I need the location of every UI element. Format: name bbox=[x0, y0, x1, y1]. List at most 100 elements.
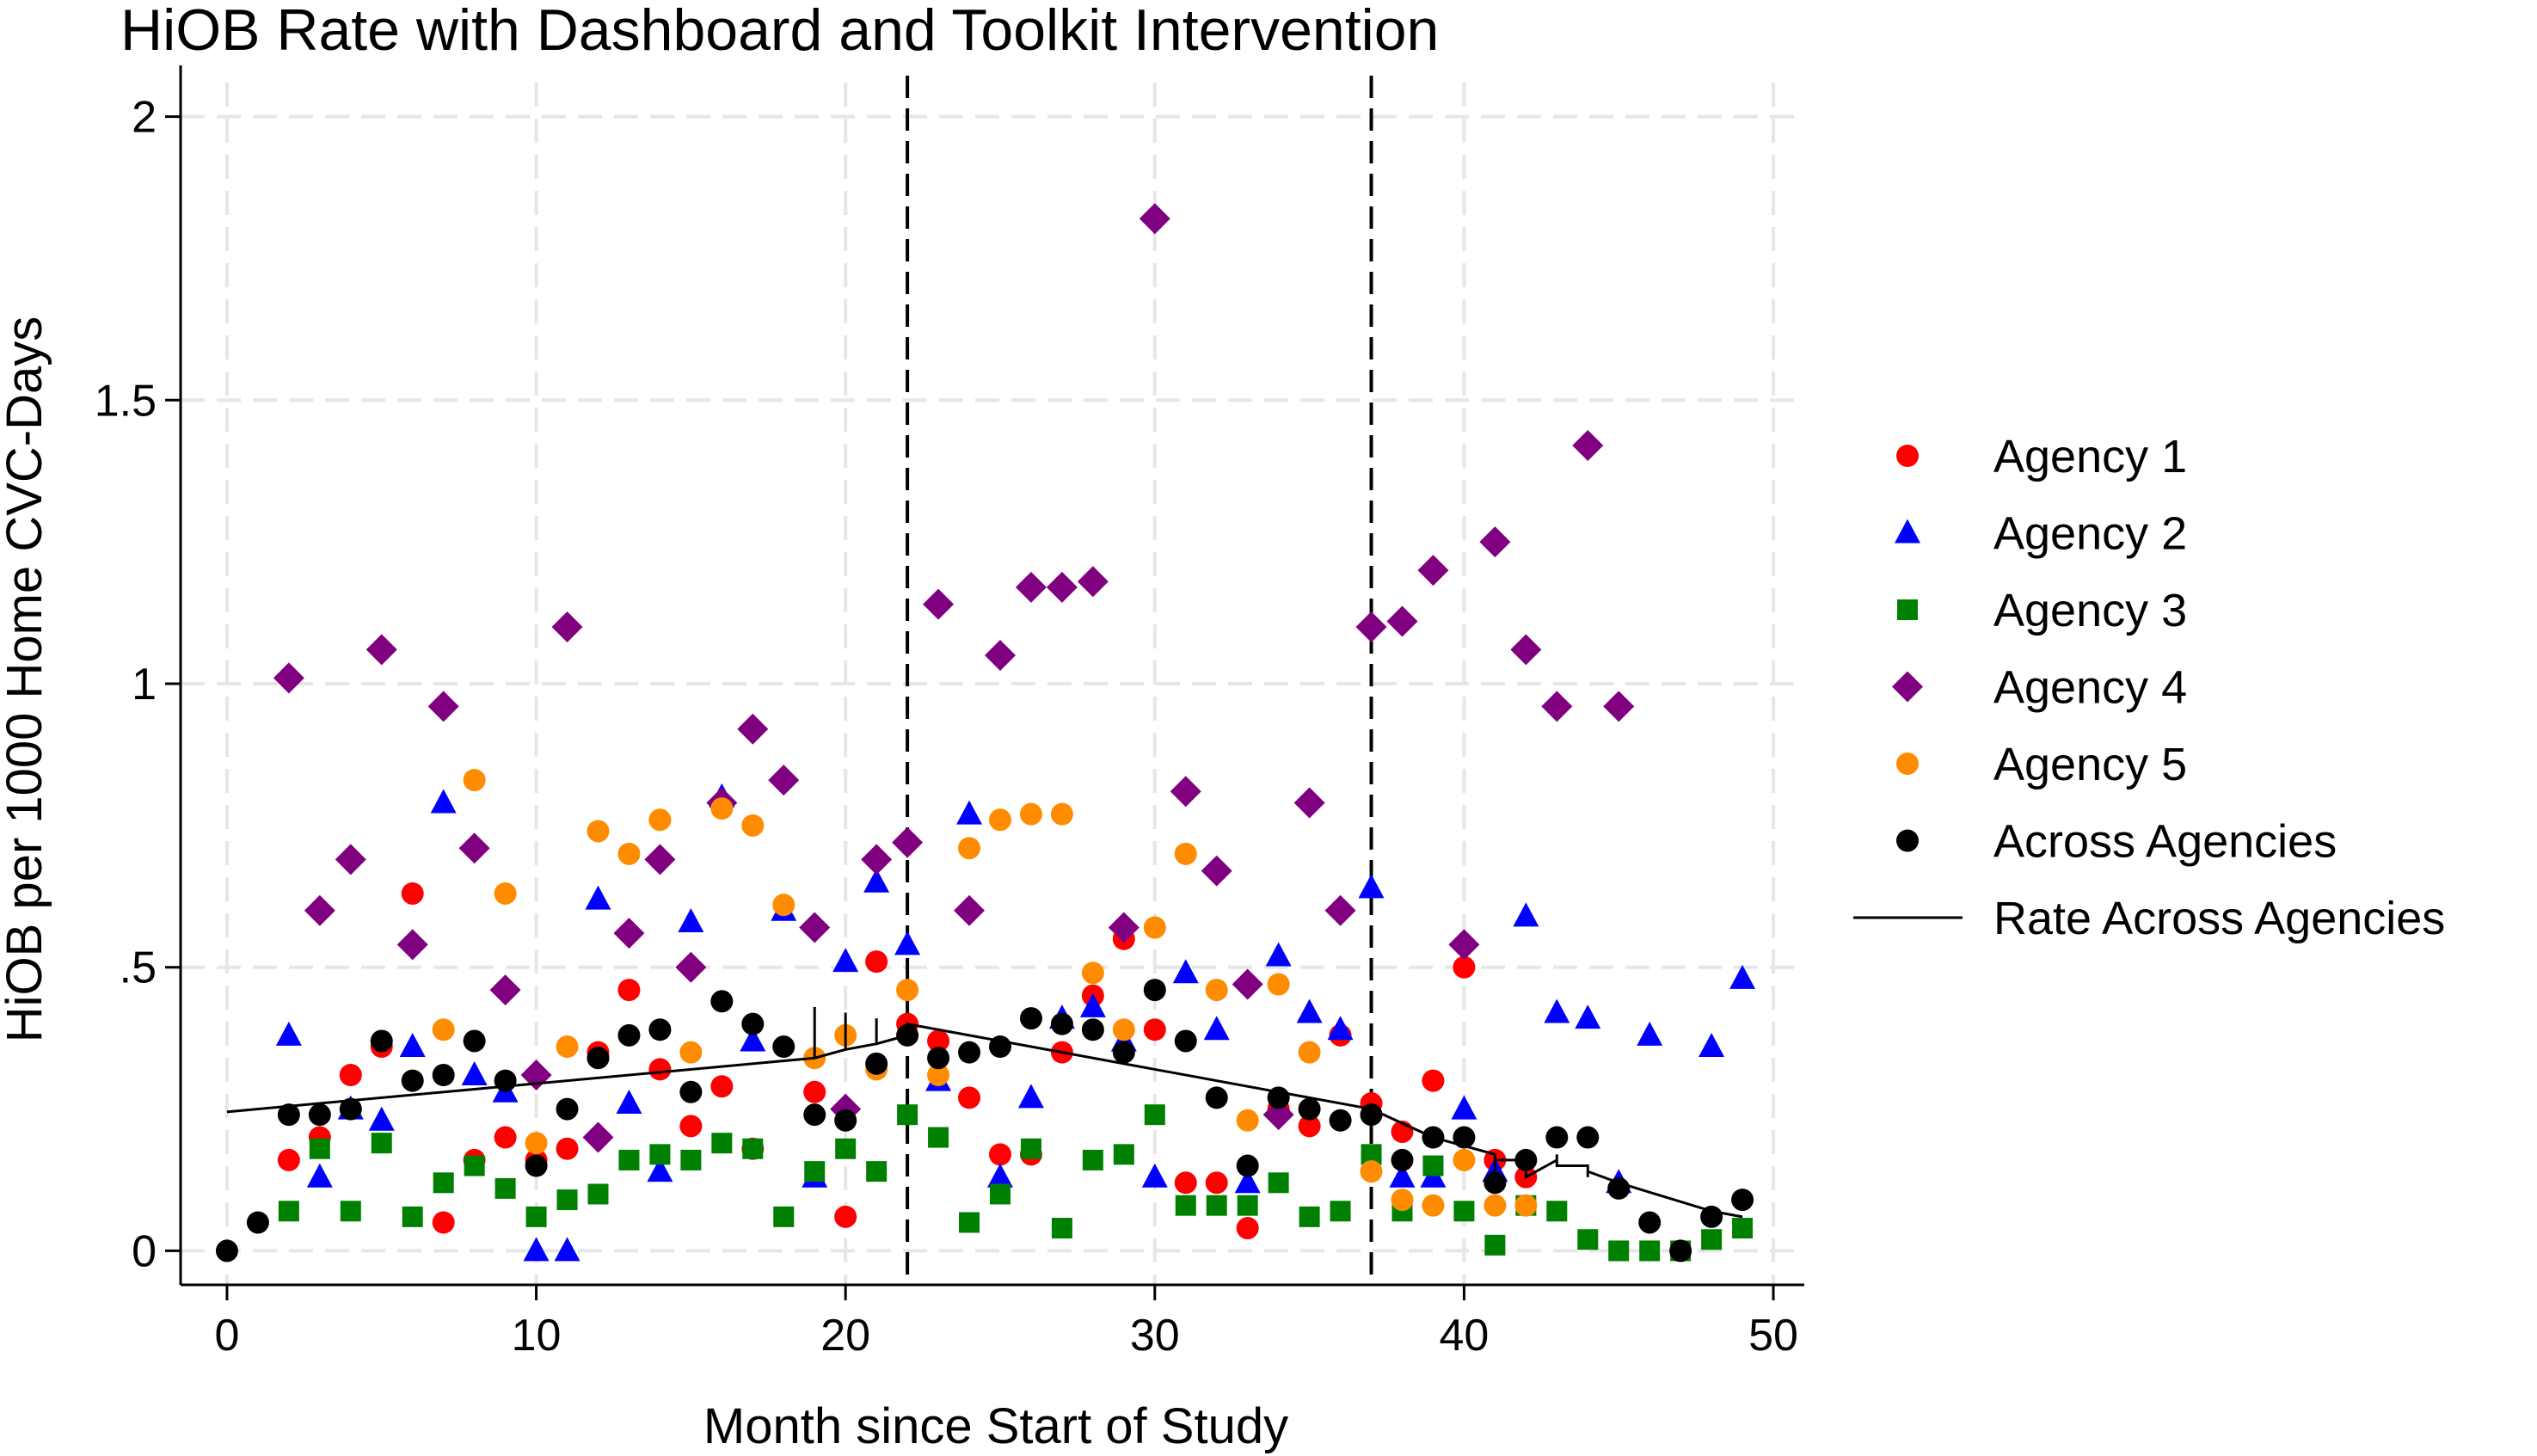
data-point bbox=[1051, 1218, 1072, 1239]
x-tick-label: 50 bbox=[1748, 1311, 1798, 1361]
data-point bbox=[648, 808, 672, 832]
data-point bbox=[1513, 902, 1539, 927]
data-point bbox=[986, 1163, 1013, 1188]
legend: Agency 1 Agency 2 Agency 3 Agency 4 Agency 5… bbox=[1853, 431, 2445, 944]
data-point bbox=[679, 1080, 703, 1103]
data-point bbox=[644, 844, 676, 875]
data-point bbox=[959, 1212, 980, 1233]
data-point bbox=[494, 882, 517, 905]
data-point bbox=[1355, 611, 1387, 643]
data-point bbox=[464, 1155, 485, 1176]
grid bbox=[181, 83, 1804, 1285]
data-point bbox=[710, 797, 734, 820]
data-point bbox=[1545, 1126, 1569, 1149]
data-point bbox=[366, 634, 397, 666]
data-point bbox=[1453, 1201, 1475, 1222]
data-point bbox=[772, 894, 796, 917]
data-point bbox=[494, 1177, 516, 1199]
data-point bbox=[1079, 992, 1106, 1017]
data-point bbox=[277, 1103, 300, 1127]
data-point bbox=[958, 1086, 981, 1109]
data-point bbox=[741, 1012, 765, 1035]
data-point bbox=[1575, 1004, 1601, 1029]
data-point bbox=[556, 1189, 578, 1211]
data-point bbox=[1484, 1194, 1507, 1217]
data-point bbox=[804, 1161, 826, 1183]
data-point bbox=[958, 837, 981, 860]
data-point bbox=[523, 1237, 550, 1262]
data-point bbox=[1453, 1148, 1476, 1171]
data-point bbox=[680, 1149, 702, 1170]
data-point bbox=[402, 1206, 423, 1227]
intervention-lines bbox=[906, 76, 1373, 1285]
data-point bbox=[988, 1143, 1011, 1166]
data-point bbox=[273, 662, 304, 694]
series bbox=[215, 203, 1756, 1262]
data-point bbox=[525, 1206, 547, 1227]
data-point bbox=[1082, 1149, 1103, 1170]
data-point bbox=[1603, 691, 1635, 722]
data-point bbox=[1484, 1234, 1506, 1256]
legend-marker bbox=[1896, 445, 1919, 467]
data-point bbox=[1386, 605, 1418, 637]
data-point bbox=[1448, 929, 1480, 961]
data-point bbox=[710, 1075, 734, 1098]
y-axis-label: HiOB per 1000 Home CVC-Days bbox=[0, 316, 52, 1043]
data-point bbox=[1268, 1172, 1289, 1194]
series-agency-5 bbox=[432, 769, 1538, 1217]
data-point bbox=[618, 1149, 640, 1170]
data-point bbox=[432, 1211, 455, 1234]
data-point bbox=[1453, 1126, 1476, 1149]
tick-labels: 0 10 20 30 40 50 0 .5 1 1.5 2 bbox=[95, 93, 1798, 1361]
data-point bbox=[1639, 1240, 1661, 1262]
data-point bbox=[1391, 1148, 1414, 1171]
data-point bbox=[1017, 1084, 1044, 1109]
data-point bbox=[892, 826, 924, 858]
data-point bbox=[432, 1064, 455, 1087]
data-point bbox=[432, 1018, 455, 1041]
data-point bbox=[1358, 874, 1385, 899]
data-point bbox=[834, 1205, 857, 1228]
data-point bbox=[1143, 979, 1166, 1002]
data-point bbox=[894, 931, 921, 955]
data-point bbox=[554, 1237, 580, 1262]
y-tick-label: 2 bbox=[132, 93, 157, 143]
legend-marker bbox=[1897, 599, 1918, 620]
data-point bbox=[958, 1041, 981, 1064]
data-point bbox=[897, 1104, 918, 1126]
axes bbox=[179, 65, 1804, 1287]
legend-label: Agency 2 bbox=[1993, 508, 2187, 560]
data-point bbox=[617, 979, 641, 1002]
data-point bbox=[1112, 1018, 1135, 1041]
data-point bbox=[617, 1023, 641, 1047]
data-point bbox=[1698, 1033, 1725, 1058]
data-point bbox=[309, 1138, 330, 1159]
data-point bbox=[1020, 1138, 1041, 1159]
data-point bbox=[463, 1029, 486, 1053]
data-point bbox=[463, 769, 486, 792]
data-point bbox=[1205, 1086, 1228, 1109]
data-point bbox=[737, 713, 769, 745]
data-point bbox=[401, 1069, 424, 1092]
data-point bbox=[275, 1021, 302, 1046]
data-point bbox=[368, 1106, 395, 1131]
chart-title: HiOB Rate with Dashboard and Toolkit Int… bbox=[120, 0, 1439, 63]
data-point bbox=[768, 765, 800, 796]
data-point bbox=[1637, 1021, 1663, 1046]
data-point bbox=[1174, 842, 1197, 865]
data-point bbox=[494, 1069, 517, 1092]
data-point bbox=[1236, 1217, 1259, 1240]
data-point bbox=[1174, 1171, 1197, 1195]
data-point bbox=[1330, 1201, 1351, 1222]
data-point bbox=[613, 918, 645, 949]
data-point bbox=[1608, 1240, 1630, 1262]
data-point bbox=[742, 1138, 764, 1159]
series-agency-3 bbox=[278, 1104, 1754, 1262]
data-point bbox=[927, 1064, 950, 1087]
data-point bbox=[1144, 1104, 1165, 1126]
data-point bbox=[1174, 1029, 1197, 1053]
data-point bbox=[988, 808, 1011, 832]
data-point bbox=[1050, 802, 1073, 826]
data-point bbox=[587, 1047, 610, 1070]
series-across-agencies bbox=[215, 979, 1754, 1262]
